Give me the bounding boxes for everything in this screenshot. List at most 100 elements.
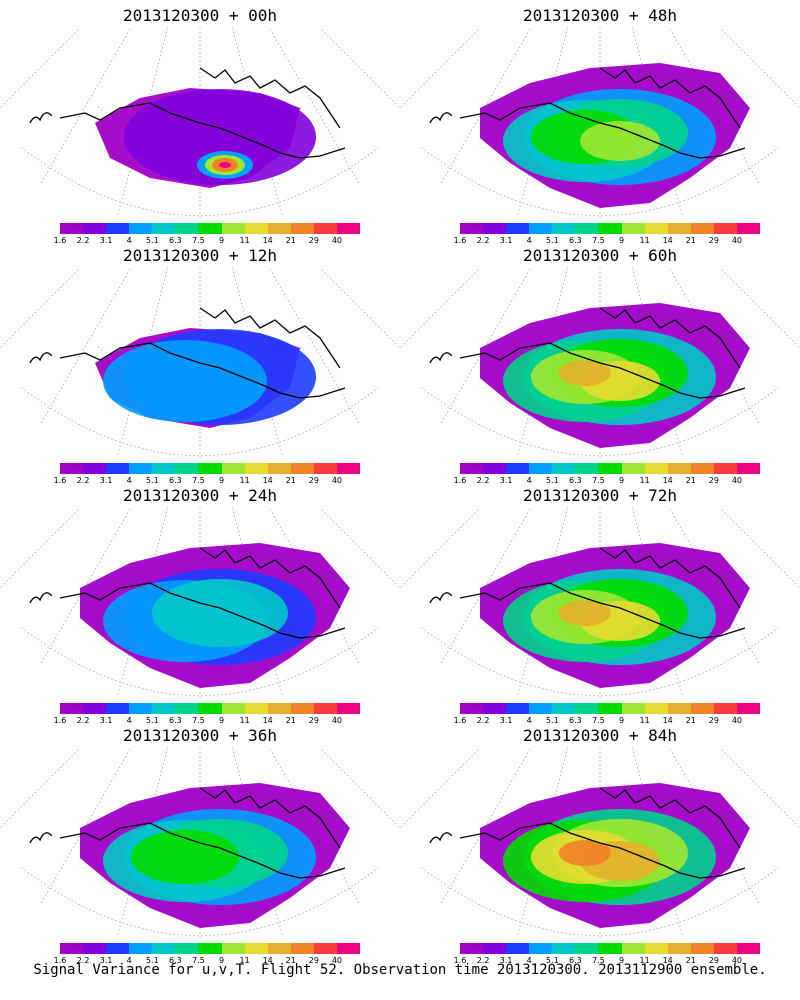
colorbar-swatch <box>598 463 622 474</box>
coastline <box>29 787 346 879</box>
colorbar-swatch <box>690 463 714 474</box>
colorbar-swatch <box>621 703 645 714</box>
colorbar-swatch <box>552 223 576 234</box>
colorbar-swatch <box>529 463 553 474</box>
colorbar-swatch <box>152 703 176 714</box>
colorbar-tick-label: 3.1 <box>499 476 513 485</box>
panel-title: 2013120300 + 36h <box>122 726 278 745</box>
colorbar-tick-label: 40 <box>731 236 743 245</box>
colorbar <box>460 703 761 714</box>
colorbar-swatch <box>152 223 176 234</box>
colorbar-swatch <box>460 943 484 954</box>
coastline <box>29 307 346 399</box>
colorbar-tick-label: 2.2 <box>476 236 490 245</box>
colorbar-tick-label: 21 <box>285 956 296 965</box>
colorbar-swatch <box>506 703 530 714</box>
colorbar-swatch <box>290 223 314 234</box>
colorbar-swatch <box>198 463 222 474</box>
variance-field <box>80 543 350 688</box>
colorbar-swatch <box>152 463 176 474</box>
colorbar-tick-label: 4 <box>126 956 132 965</box>
colorbar-tick-label: 7.5 <box>192 236 205 245</box>
colorbar-swatch <box>506 943 530 954</box>
colorbar-tick-label: 9 <box>618 956 625 965</box>
colorbar-swatch <box>506 223 530 234</box>
colorbar-tick-label: 11 <box>239 716 250 725</box>
figure-caption: Signal Variance for u,v,T. Flight 52. Ob… <box>33 962 767 978</box>
colorbar-tick-label: 3.1 <box>499 956 513 965</box>
colorbar-tick-label: 6.3 <box>569 716 582 725</box>
forecast-panel: 2013120300 + 36h 1.6 2.2 3.1 4 5.1 6.3 7.5 9 11 14… <box>0 720 400 965</box>
colorbar-swatch <box>267 463 291 474</box>
colorbar-tick-label: 1.6 <box>453 716 467 725</box>
colorbar-tick-label: 29 <box>308 236 319 245</box>
colorbar-tick-label: 2.2 <box>476 716 490 725</box>
panel-title: 2013120300 + 72h <box>522 486 678 505</box>
colorbar-swatch <box>313 463 337 474</box>
colorbar-swatch <box>598 223 622 234</box>
colorbar <box>460 943 761 954</box>
colorbar-swatch <box>621 223 645 234</box>
colorbar-tick-label: 14 <box>662 716 673 725</box>
colorbar-swatch <box>83 703 107 714</box>
colorbar-tick-label: 11 <box>639 236 650 245</box>
colorbar-tick-label: 21 <box>685 236 696 245</box>
colorbar-swatch <box>460 463 484 474</box>
colorbar-swatch <box>644 463 668 474</box>
colorbar-swatch <box>290 703 314 714</box>
colorbar-tick-label: 11 <box>239 476 250 485</box>
colorbar-swatch <box>244 223 268 234</box>
colorbar <box>60 223 361 234</box>
variance-field <box>480 783 750 928</box>
colorbar-tick-label: 29 <box>308 716 319 725</box>
forecast-panel: 2013120300 + 60h 1.6 2.2 3.1 4 5.1 6.3 7.5 9 11 14… <box>400 240 800 485</box>
coastline <box>429 67 746 159</box>
colorbar-swatch <box>736 703 761 714</box>
colorbar-tick-label: 9 <box>218 956 225 965</box>
colorbar-tick-label: 3.1 <box>499 236 513 245</box>
colorbar-tick-label: 9 <box>618 716 625 725</box>
colorbar-tick-label: 29 <box>308 956 319 965</box>
colorbar-swatch <box>267 703 291 714</box>
colorbar-tick-label: 2.2 <box>476 476 490 485</box>
colorbar-tick-label: 9 <box>218 236 225 245</box>
colorbar-tick-label: 5.1 <box>545 716 559 725</box>
colorbar-swatch <box>60 223 84 234</box>
colorbar-swatch <box>313 943 337 954</box>
colorbar-tick-label: 1.6 <box>53 956 67 965</box>
variance-map <box>0 748 400 938</box>
colorbar-swatch <box>106 943 130 954</box>
panel-title: 2013120300 + 00h <box>122 6 278 25</box>
colorbar-swatch <box>267 223 291 234</box>
colorbar-tick-label: 21 <box>685 716 696 725</box>
colorbar-swatch <box>667 703 691 714</box>
variance-map <box>0 268 400 458</box>
colorbar-swatch <box>575 703 599 714</box>
colorbar-tick-label: 9 <box>218 476 225 485</box>
colorbar-tick-label: 4 <box>526 956 532 965</box>
colorbar-swatch <box>621 463 645 474</box>
colorbar <box>60 703 361 714</box>
colorbar-swatch <box>529 703 553 714</box>
colorbar-swatch <box>552 943 576 954</box>
colorbar-swatch <box>483 703 507 714</box>
colorbar-tick-label: 5.1 <box>545 956 559 965</box>
colorbar-tick-label: 1.6 <box>53 476 67 485</box>
colorbar-tick-label: 9 <box>618 476 625 485</box>
colorbar-swatch <box>713 943 737 954</box>
colorbar-tick-label: 29 <box>308 476 319 485</box>
colorbar-swatch <box>460 703 484 714</box>
variance-map <box>0 28 400 218</box>
panel-title: 2013120300 + 84h <box>522 726 678 745</box>
colorbar-swatch <box>336 223 361 234</box>
colorbar-tick-label: 4 <box>526 236 532 245</box>
colorbar-swatch <box>221 223 245 234</box>
variance-map <box>0 508 400 698</box>
colorbar-tick-label: 4 <box>126 476 132 485</box>
colorbar-tick-label: 1.6 <box>453 476 467 485</box>
colorbar-swatch <box>644 223 668 234</box>
colorbar-tick-label: 40 <box>331 476 343 485</box>
colorbar-tick-label: 14 <box>262 716 273 725</box>
colorbar-labels: 1.6 2.2 3.1 4 5.1 6.3 7.5 9 11 14 21 29 40 <box>454 956 760 966</box>
colorbar-swatch <box>575 943 599 954</box>
